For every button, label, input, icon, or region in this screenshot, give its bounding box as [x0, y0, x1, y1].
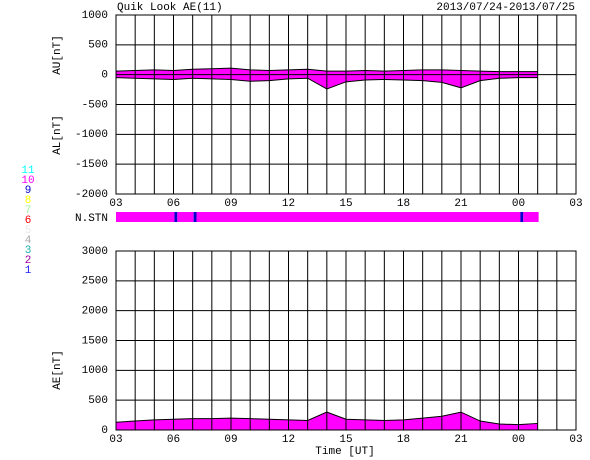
station-segment	[523, 212, 539, 222]
y-tick-label: 2000	[82, 306, 108, 318]
x-tick-label: 21	[454, 198, 468, 210]
y-tick-label: 0	[101, 425, 108, 437]
station-segment	[177, 212, 194, 222]
chart-title: Quik Look AE(11)	[117, 2, 223, 14]
y-tick-label: 500	[88, 40, 108, 52]
y-tick-label: 2500	[82, 276, 108, 288]
x-axis-label: Time [UT]	[315, 446, 374, 458]
y-tick-label: 1000	[82, 365, 108, 377]
y-tick-label: -500	[82, 99, 108, 111]
y-axis-label: AL[nT]	[52, 115, 64, 155]
x-tick-label: 15	[339, 434, 352, 446]
y-tick-label: -1500	[75, 159, 108, 171]
x-tick-label: 09	[224, 198, 237, 210]
station-segment	[196, 212, 521, 222]
y-tick-label: 3000	[82, 246, 108, 258]
date-range: 2013/07/24-2013/07/25	[436, 2, 575, 14]
y-axis-label: AE[nT]	[52, 350, 64, 390]
x-tick-label: 15	[339, 198, 352, 210]
y-tick-label: -1000	[75, 129, 108, 141]
x-tick-label: 03	[109, 434, 122, 446]
station-segment	[174, 212, 178, 222]
y-tick-label: 0	[101, 70, 108, 82]
y-tick-label: 1000	[82, 10, 108, 22]
y-tick-label: 500	[88, 395, 108, 407]
y-tick-label: 1500	[82, 335, 108, 347]
plot-frame	[115, 250, 577, 431]
y-axis-label: AU[nT]	[52, 35, 64, 75]
x-tick-label: 03	[569, 434, 582, 446]
legend-level: 8	[25, 195, 32, 207]
legend-level: 10	[21, 175, 34, 187]
legend-level: 11	[21, 165, 35, 177]
x-tick-label: 06	[167, 198, 180, 210]
legend-level: 1	[25, 265, 32, 277]
legend-level: 2	[25, 255, 32, 267]
strip-label: N.STN	[75, 213, 108, 225]
legend-level: 9	[25, 185, 32, 197]
legend-level: 6	[25, 215, 32, 227]
plot-frame	[115, 14, 577, 195]
station-segment	[116, 212, 175, 222]
x-tick-label: 18	[397, 434, 410, 446]
station-segment	[193, 212, 197, 222]
x-tick-label: 03	[109, 198, 122, 210]
x-tick-label: 12	[282, 434, 295, 446]
legend-level: 4	[25, 235, 32, 247]
x-tick-label: 06	[167, 434, 180, 446]
y-tick-label: -2000	[75, 189, 108, 201]
x-tick-label: 18	[397, 198, 410, 210]
x-tick-label: 00	[512, 198, 525, 210]
x-tick-label: 21	[454, 434, 468, 446]
legend-level: 3	[25, 245, 32, 257]
x-tick-label: 00	[512, 434, 525, 446]
x-tick-label: 03	[569, 198, 582, 210]
station-segment	[520, 212, 524, 222]
legend-level: 7	[25, 205, 32, 217]
x-tick-label: 09	[224, 434, 237, 446]
x-tick-label: 12	[282, 198, 295, 210]
legend-level: 5	[25, 225, 32, 237]
